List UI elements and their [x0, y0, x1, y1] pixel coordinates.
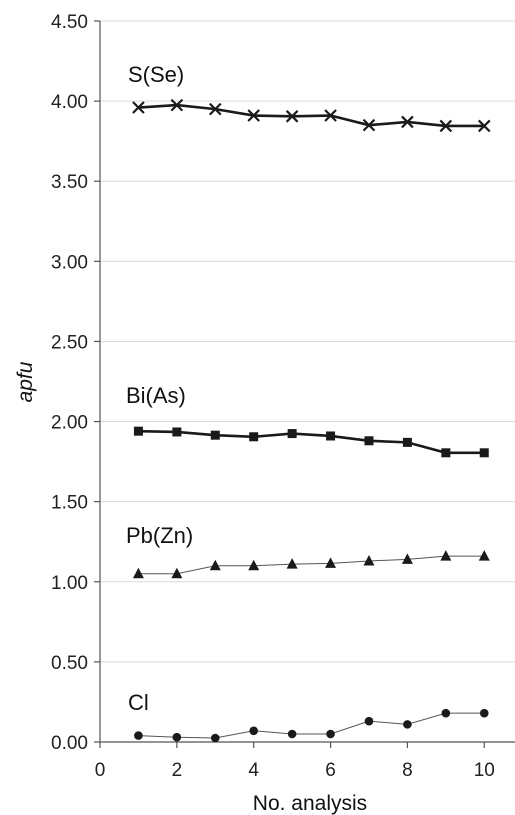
data-point	[363, 554, 375, 566]
data-point	[325, 557, 337, 568]
data-point	[324, 109, 337, 122]
series-line-bi-as	[138, 429, 485, 455]
x-axis-title: No. analysis	[253, 792, 367, 815]
x-tick-label: 4	[248, 760, 259, 781]
data-point	[477, 119, 491, 133]
data-point	[441, 448, 451, 458]
series-group	[132, 98, 491, 743]
data-point	[401, 553, 413, 564]
y-tick-label: 1.50	[51, 493, 88, 514]
axes	[94, 20, 515, 748]
series-line-s-se	[138, 103, 485, 128]
data-point	[209, 559, 221, 571]
data-point	[172, 732, 182, 742]
data-point	[247, 109, 260, 122]
series-labels: S(Se) Bi(As) Pb(Zn) Cl	[126, 62, 193, 715]
data-point	[401, 115, 414, 129]
data-point	[364, 436, 374, 446]
data-point	[326, 729, 335, 739]
x-tick-label: 2	[172, 760, 183, 781]
data-point	[479, 708, 489, 718]
data-point	[171, 567, 183, 579]
series-label-bi-as: Bi(As)	[126, 383, 186, 408]
data-point	[403, 720, 412, 729]
data-point	[209, 102, 222, 116]
data-point	[170, 98, 184, 112]
y-tick-label: 4.50	[51, 12, 88, 33]
data-point	[134, 731, 143, 740]
data-point	[210, 430, 220, 440]
y-tick-labels: 0.00 0.50 1.00 1.50 2.00 2.50 3.00 3.50 4.00 4.50	[51, 12, 88, 754]
series-line-cl	[138, 712, 485, 739]
x-tick-label: 8	[402, 760, 413, 781]
x-tick-label: 10	[474, 760, 495, 781]
data-point	[286, 558, 298, 569]
series-pb-zn	[132, 550, 490, 579]
y-tick-label: 0.50	[51, 653, 88, 674]
y-tick-label: 2.00	[51, 413, 88, 434]
data-point	[132, 567, 144, 579]
series-label-pb-zn: Pb(Zn)	[126, 523, 193, 548]
series-bi-as	[133, 426, 489, 458]
data-point	[440, 550, 452, 561]
data-point	[133, 426, 143, 436]
series-s-se	[132, 98, 491, 133]
x-tick-label: 6	[325, 760, 336, 781]
data-point	[478, 550, 490, 561]
series-line-pb-zn	[138, 555, 485, 575]
data-point	[287, 429, 297, 439]
y-tick-label: 3.50	[51, 172, 88, 193]
data-point	[364, 716, 374, 726]
y-tick-label: 1.00	[51, 573, 88, 594]
y-tick-label: 2.50	[51, 332, 88, 353]
series-label-cl: Cl	[128, 690, 149, 715]
data-point	[441, 708, 451, 718]
data-point	[248, 559, 260, 571]
y-tick-label: 0.00	[51, 733, 88, 754]
data-point	[362, 118, 376, 132]
x-tick-label: 0	[95, 760, 106, 781]
series-cl	[134, 708, 489, 743]
y-tick-label: 3.00	[51, 252, 88, 273]
data-point	[249, 432, 259, 442]
x-tick-labels: 0 2 4 6 8 10	[95, 760, 495, 781]
data-point	[326, 431, 336, 441]
y-axis-title: apfu	[14, 361, 37, 402]
series-label-s-se: S(Se)	[128, 62, 184, 87]
data-point	[132, 101, 145, 114]
data-point	[285, 110, 299, 123]
data-point	[172, 427, 182, 437]
data-point	[402, 437, 412, 447]
grid-lines	[100, 20, 515, 663]
data-point	[249, 726, 259, 736]
data-point	[479, 448, 489, 458]
data-point	[439, 119, 453, 133]
data-point	[287, 729, 297, 739]
data-point	[210, 733, 220, 743]
y-tick-label: 4.00	[51, 92, 88, 113]
